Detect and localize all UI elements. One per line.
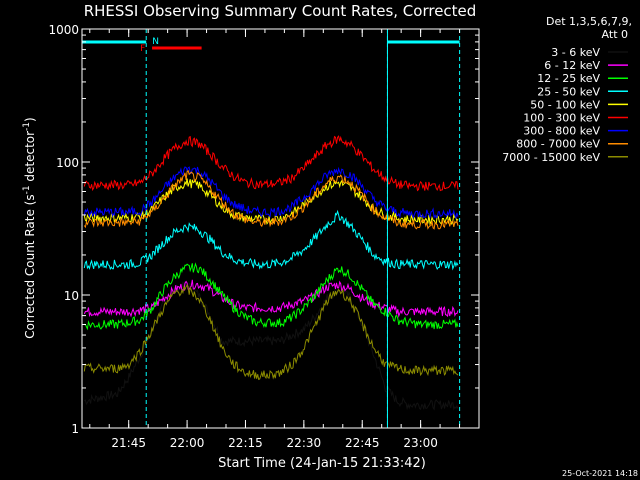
x-axis-label: Start Time (24-Jan-15 21:33:42): [218, 456, 426, 471]
legend-label-2: 12 - 25 keV: [537, 72, 600, 85]
series-line-6: [83, 166, 459, 220]
y-axis-label-sup1: -1: [22, 185, 32, 194]
x-tick-label-4: 22:45: [345, 436, 380, 450]
x-tick-label-5: 23:00: [403, 436, 438, 450]
chart-title: RHESSI Observing Summary Count Rates, Co…: [84, 2, 477, 20]
plot-frame: [81, 28, 480, 429]
legend-label-3: 25 - 50 keV: [537, 85, 600, 98]
y-tick-label-2: 100: [56, 156, 79, 170]
y-tick-label-1: 10: [64, 289, 79, 303]
x-tick-label-2: 22:15: [228, 436, 263, 450]
legend-label-1: 6 - 12 keV: [544, 59, 600, 72]
legend-label-7: 800 - 7000 keV: [516, 138, 600, 151]
y-axis-label-mid: detector: [23, 131, 37, 186]
series-line-1: [83, 279, 459, 318]
legend-label-0: 3 - 6 keV: [551, 46, 600, 59]
y-axis-label-sup2: -1: [22, 122, 32, 131]
legend-header-2: Att 0: [602, 28, 628, 41]
x-tick-label-3: 22:30: [287, 436, 322, 450]
y-axis-label: Corrected Count Rate (s-1 detector-1): [22, 117, 37, 338]
x-tick-label-0: 21:45: [111, 436, 146, 450]
series-line-5: [83, 135, 459, 192]
date-stamp: 25-Oct-2021 14:18: [562, 469, 638, 478]
axes-layer: 1 10 100 1000 21:45 22:00 22:15 22:30 22:45 23:00: [48, 23, 480, 450]
y-axis-label-main: Corrected Count Rate (s: [23, 194, 37, 338]
legend-label-5: 100 - 300 keV: [523, 112, 600, 125]
y-tick-label-3: 1000: [48, 23, 79, 37]
legend-header-1: Det 1,3,5,6,7,9,: [546, 15, 632, 28]
legend-label-6: 300 - 800 keV: [523, 125, 600, 138]
y-axis-label-end: ): [23, 117, 37, 122]
legend-label-4: 50 - 100 keV: [530, 98, 600, 111]
x-tick-label-1: 22:00: [170, 436, 205, 450]
flare-label: F: [140, 44, 145, 54]
night-label: N: [152, 37, 159, 47]
y-tick-label-0: 1: [71, 422, 79, 436]
legend-label-8: 7000 - 15000 keV: [502, 151, 600, 164]
